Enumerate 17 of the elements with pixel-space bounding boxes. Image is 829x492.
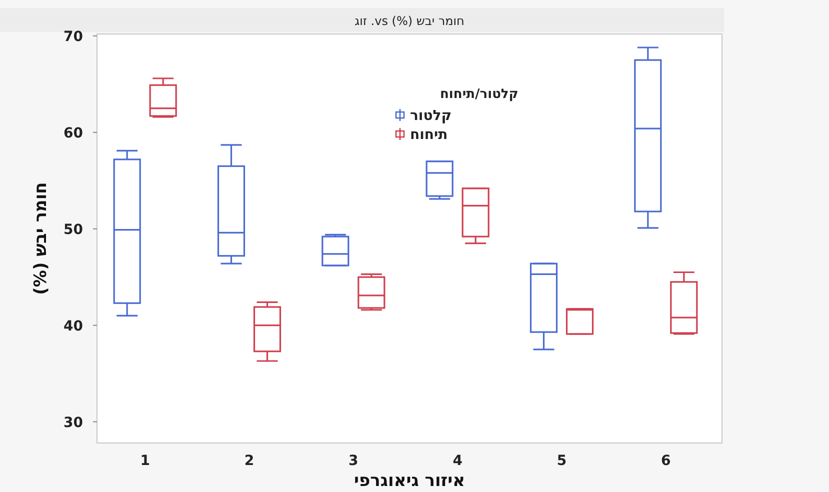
y-tick-label: 30: [64, 414, 84, 431]
chart-title: חומר יבש (%) vs. זוג: [354, 14, 464, 28]
y-tick-label: 40: [64, 318, 84, 334]
x-tick-label: 4: [452, 453, 463, 469]
x-tick-label: 3: [348, 453, 358, 469]
x-tick-label: 6: [661, 453, 671, 469]
x-tick-label: 1: [140, 453, 150, 469]
x-tick-label: 2: [244, 453, 254, 469]
x-axis-title: איזור גיאוגרפי: [354, 471, 466, 491]
legend-label: קלטור: [410, 108, 452, 124]
legend-label: תיחוח: [410, 127, 448, 143]
y-tick-label: 50: [64, 222, 84, 238]
y-axis-title: חומר יבש (%): [31, 182, 51, 295]
y-tick-label: 60: [64, 125, 84, 142]
y-tick-label: 70: [64, 28, 84, 45]
legend-title: קלטור/תיחוח: [440, 87, 518, 102]
x-tick-label: 5: [556, 453, 567, 469]
